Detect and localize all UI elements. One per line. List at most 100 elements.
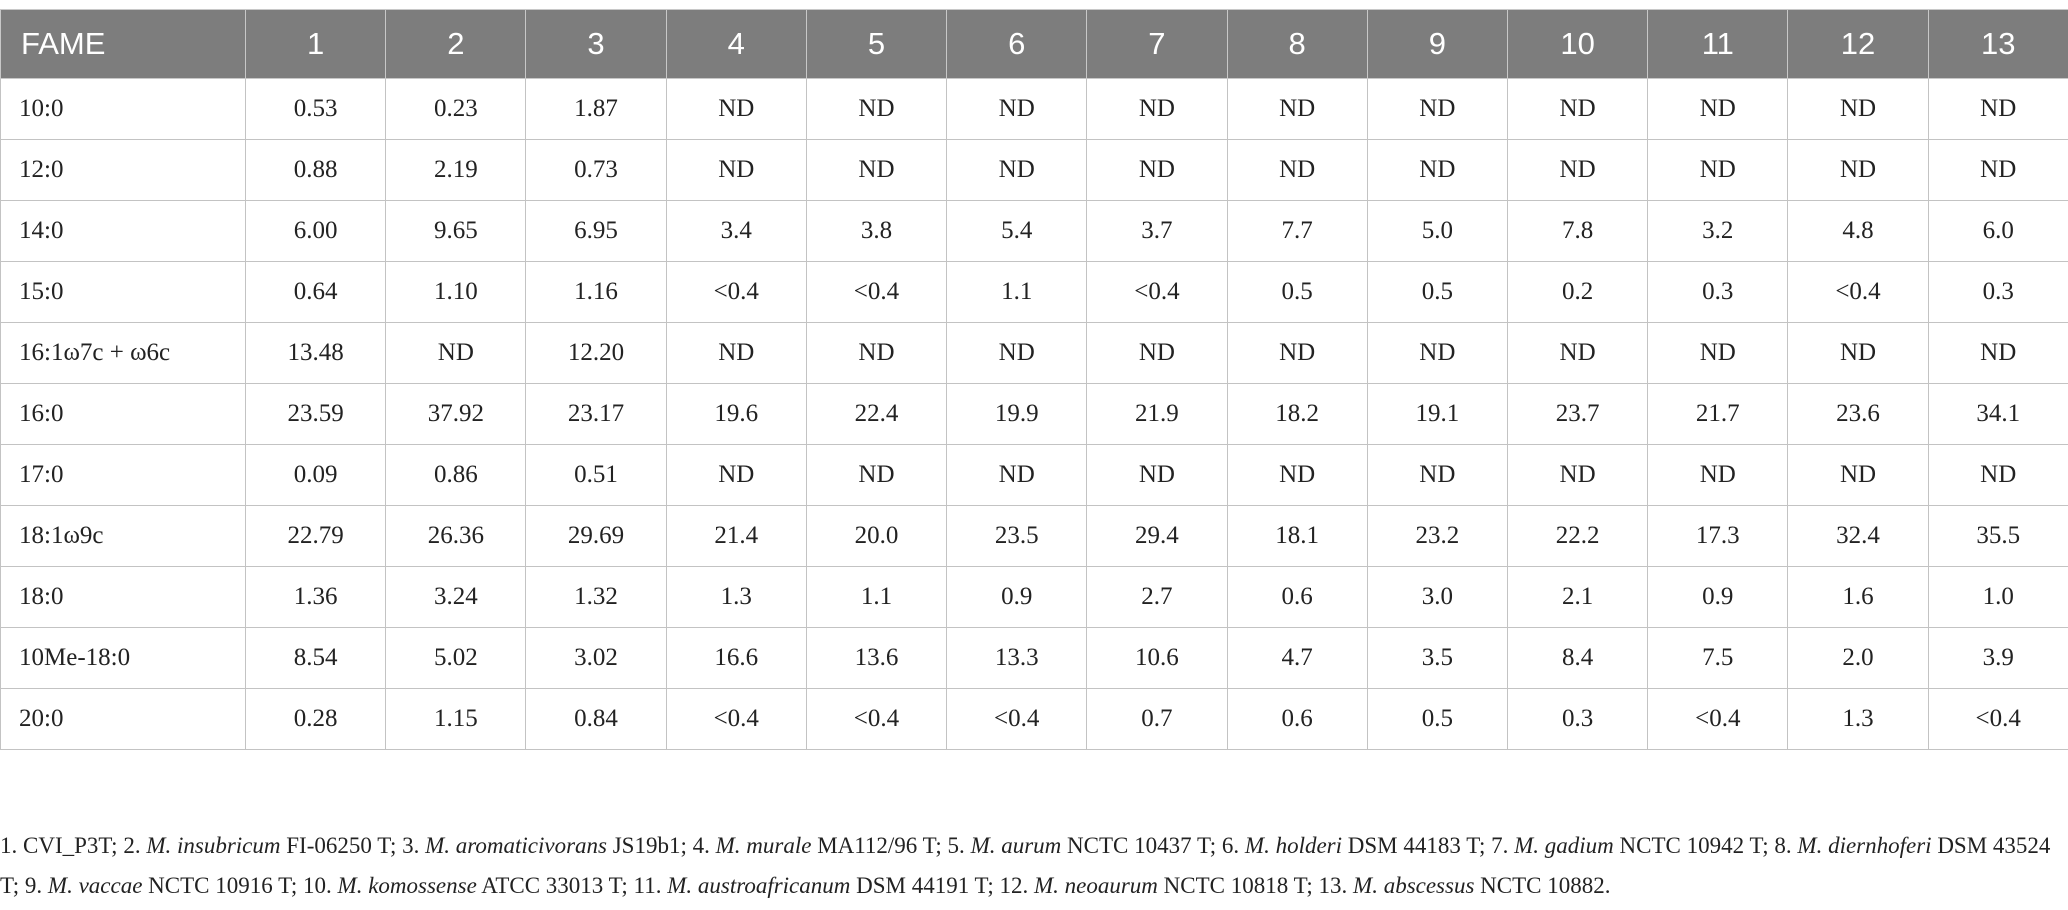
value-cell: 0.3 xyxy=(1647,261,1789,323)
species-name: M. neoaurum xyxy=(1033,873,1158,898)
value-cell: 0.23 xyxy=(385,78,527,140)
value-cell: 23.17 xyxy=(525,383,667,445)
value-cell: 3.8 xyxy=(805,200,948,262)
value-cell: ND xyxy=(1086,78,1228,140)
value-cell: 18.1 xyxy=(1226,505,1368,567)
value-cell: 1.36 xyxy=(244,566,387,628)
table-row: 15:0 0.64 1.10 1.16 <0.4 <0.4 1.1 <0.4 0.5 0.5 0.2… xyxy=(0,261,2068,323)
species-name: M. insubricum xyxy=(146,833,281,858)
value-cell: 1.0 xyxy=(1927,566,2068,628)
footnote: 1. CVI_P3T; 2. M. insubricum FI-06250 T;… xyxy=(0,826,2060,906)
header-cell: 12 xyxy=(1787,9,1929,79)
fame-table: FAME 1 2 3 4 5 6 7 8 9 10 11 12 13 10:0 0.53 0.23 1.87 ND… xyxy=(0,9,2068,750)
value-cell: 13.3 xyxy=(946,627,1088,689)
table-row: 16:1ω7c + ω6c 13.48 ND 12.20 ND ND ND ND ND ND ND N… xyxy=(0,322,2068,384)
header-cell: 7 xyxy=(1086,9,1228,79)
fame-label: 18:0 xyxy=(0,566,246,628)
value-cell: <0.4 xyxy=(665,261,807,323)
value-cell: 2.7 xyxy=(1086,566,1228,628)
value-cell: <0.4 xyxy=(1647,688,1789,750)
footnote-text: NCTC 10942 T; 8. xyxy=(1613,833,1798,858)
value-cell: 1.6 xyxy=(1787,566,1929,628)
value-cell: 3.0 xyxy=(1366,566,1508,628)
value-cell: ND xyxy=(1086,444,1228,506)
value-cell: 1.1 xyxy=(946,261,1088,323)
value-cell: ND xyxy=(1506,139,1649,201)
species-name: M. gadium xyxy=(1514,833,1614,858)
species-name: M. aromaticivorans xyxy=(425,833,607,858)
value-cell: <0.4 xyxy=(1787,261,1929,323)
value-cell: 0.3 xyxy=(1506,688,1649,750)
value-cell: 7.7 xyxy=(1226,200,1368,262)
header-cell: 1 xyxy=(244,9,387,79)
table-row: 10Me-18:0 8.54 5.02 3.02 16.6 13.6 13.3 10.6 4.7… xyxy=(0,627,2068,689)
value-cell: 3.5 xyxy=(1366,627,1508,689)
header-cell: 5 xyxy=(805,9,948,79)
value-cell: 1.10 xyxy=(385,261,527,323)
value-cell: ND xyxy=(1787,139,1929,201)
value-cell: ND xyxy=(805,139,948,201)
footnote-text: DSM 44183 T; 7. xyxy=(1342,833,1515,858)
value-cell: ND xyxy=(1226,444,1368,506)
species-name: M. murale xyxy=(715,833,812,858)
value-cell: 0.64 xyxy=(244,261,387,323)
value-cell: 6.00 xyxy=(244,200,387,262)
footnote-text: 1. CVI_P3T; 2. xyxy=(0,833,147,858)
footnote-text: DSM 43524 T; 9. xyxy=(0,833,2056,898)
value-cell: ND xyxy=(1226,322,1368,384)
value-cell: 16.6 xyxy=(665,627,807,689)
species-name: M. abscessus xyxy=(1353,873,1475,898)
value-cell: ND xyxy=(946,139,1088,201)
header-cell: 10 xyxy=(1506,9,1649,79)
value-cell: 0.09 xyxy=(244,444,387,506)
fame-label: 16:1ω7c + ω6c xyxy=(0,322,246,384)
value-cell: ND xyxy=(805,78,948,140)
value-cell: ND xyxy=(665,139,807,201)
fame-label: 18:1ω9c xyxy=(0,505,246,567)
value-cell: ND xyxy=(805,444,948,506)
value-cell: ND xyxy=(1506,322,1649,384)
fame-label: 14:0 xyxy=(0,200,246,262)
value-cell: 1.32 xyxy=(525,566,667,628)
value-cell: ND xyxy=(1647,444,1789,506)
footnote-text: DSM 44191 T; 12. xyxy=(850,873,1034,898)
header-row: FAME 1 2 3 4 5 6 7 8 9 10 11 12 13 xyxy=(0,9,2068,79)
table-row: 18:0 1.36 3.24 1.32 1.3 1.1 0.9 2.7 0.6 3.0 2.1 0.9… xyxy=(0,566,2068,628)
value-cell: 9.65 xyxy=(385,200,527,262)
footnote-text: NCTC 10882. xyxy=(1474,873,1611,898)
value-cell: 1.3 xyxy=(1787,688,1929,750)
value-cell: ND xyxy=(1927,78,2068,140)
value-cell: 3.02 xyxy=(525,627,667,689)
value-cell: 6.0 xyxy=(1927,200,2068,262)
value-cell: ND xyxy=(1506,444,1649,506)
value-cell: ND xyxy=(1086,322,1228,384)
value-cell: 5.4 xyxy=(946,200,1088,262)
value-cell: 0.6 xyxy=(1226,688,1368,750)
value-cell: 0.5 xyxy=(1366,688,1508,750)
value-cell: 3.9 xyxy=(1927,627,2068,689)
value-cell: ND xyxy=(1366,322,1508,384)
value-cell: ND xyxy=(1647,78,1789,140)
footnote-text: NCTC 10437 T; 6. xyxy=(1061,833,1245,858)
value-cell: 37.92 xyxy=(385,383,527,445)
value-cell: 0.3 xyxy=(1927,261,2068,323)
value-cell: 23.59 xyxy=(244,383,387,445)
value-cell: ND xyxy=(1647,322,1789,384)
value-cell: 12.20 xyxy=(525,322,667,384)
value-cell: 1.15 xyxy=(385,688,527,750)
species-name: M. vaccae xyxy=(47,873,143,898)
value-cell: 1.16 xyxy=(525,261,667,323)
value-cell: 8.4 xyxy=(1506,627,1649,689)
value-cell: ND xyxy=(946,322,1088,384)
value-cell: 0.88 xyxy=(244,139,387,201)
fame-label: 12:0 xyxy=(0,139,246,201)
value-cell: 19.9 xyxy=(946,383,1088,445)
species-name: M. aurum xyxy=(970,833,1062,858)
value-cell: 0.9 xyxy=(946,566,1088,628)
fame-label: 15:0 xyxy=(0,261,246,323)
species-name: M. austroafricanum xyxy=(667,873,851,898)
value-cell: 0.5 xyxy=(1366,261,1508,323)
value-cell: ND xyxy=(665,444,807,506)
header-cell: 11 xyxy=(1647,9,1789,79)
